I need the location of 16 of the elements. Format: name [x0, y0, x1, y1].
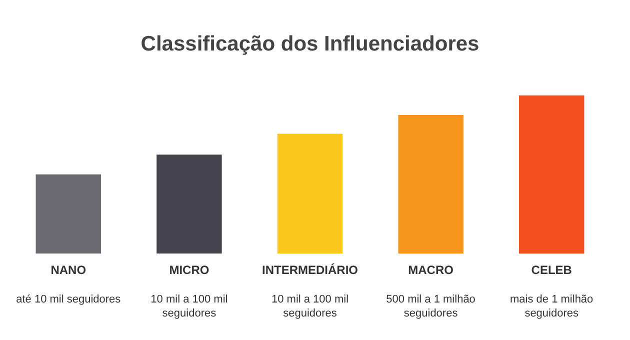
text: até 10 mil seguidores: [16, 294, 122, 306]
x-tick-label: CELEB: [531, 263, 572, 278]
text: 500 mil a 1 milhão seguidores: [386, 294, 476, 320]
text: mais de 1 milhão seguidores: [510, 294, 594, 320]
bar: [156, 154, 222, 254]
x-tick-label: MACRO: [408, 263, 454, 278]
bar: [518, 95, 584, 254]
text: 10 mil a 100 mil seguidores: [271, 294, 349, 320]
bar: [36, 174, 102, 254]
text: 10 mil a 100 mil seguidores: [150, 294, 228, 320]
bar: [398, 115, 464, 254]
x-tick-label: INTERMEDIÁRIO: [262, 263, 358, 278]
chart-title: Classificação dos Influenciadores: [140, 32, 480, 56]
x-tick-label: NANO: [50, 263, 86, 278]
bar: [277, 134, 343, 254]
x-tick-label: MICRO: [169, 263, 210, 278]
